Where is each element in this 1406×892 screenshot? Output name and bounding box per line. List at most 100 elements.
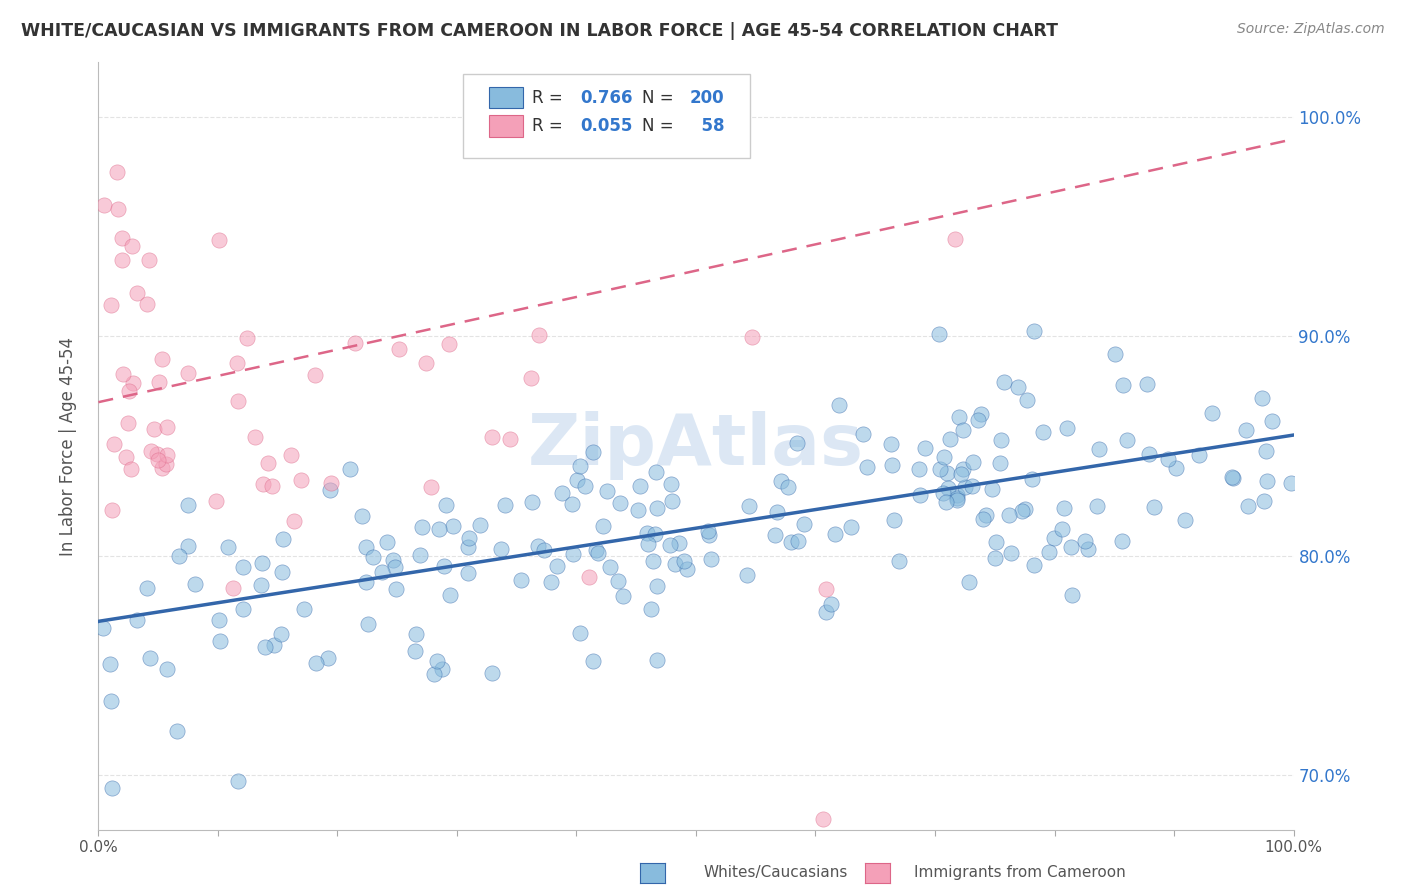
Point [371, 565, 394, 579]
Point [127, 285, 149, 300]
Point [1222, 471, 1244, 485]
Point [305, 656, 328, 670]
Point [1059, 541, 1081, 555]
Point [138, 253, 160, 268]
Point [1279, 475, 1302, 490]
Point [427, 522, 450, 536]
Point [91, 621, 114, 635]
Point [935, 467, 957, 481]
Point [735, 567, 758, 582]
Point [769, 474, 792, 488]
Point [520, 370, 543, 384]
Point [811, 812, 834, 826]
Point [263, 638, 285, 652]
Point [254, 640, 277, 654]
Point [647, 653, 669, 667]
Point [586, 546, 609, 560]
Point [339, 462, 361, 476]
Point [672, 554, 695, 568]
Point [932, 486, 955, 500]
Point [946, 491, 969, 505]
Point [222, 581, 245, 595]
Point [114, 450, 136, 464]
Point [658, 538, 681, 552]
Point [1137, 447, 1160, 461]
Point [952, 461, 974, 475]
Point [786, 435, 808, 450]
Point [1166, 460, 1188, 475]
Point [166, 723, 188, 738]
Point [110, 231, 132, 245]
Point [659, 476, 682, 491]
Point [350, 509, 373, 524]
Point [952, 423, 974, 437]
Point [969, 407, 991, 421]
Point [411, 519, 433, 533]
Text: 0.766: 0.766 [581, 88, 633, 107]
Point [993, 376, 1015, 390]
Point [494, 498, 516, 512]
Point [661, 494, 683, 508]
Point [142, 422, 165, 436]
Point [910, 488, 932, 502]
Point [434, 498, 457, 512]
Text: N =: N = [643, 117, 679, 135]
Point [385, 582, 408, 596]
Point [820, 597, 842, 611]
Point [217, 541, 239, 555]
Point [696, 524, 718, 539]
Point [177, 499, 200, 513]
Point [645, 501, 668, 516]
Text: Source: ZipAtlas.com: Source: ZipAtlas.com [1237, 22, 1385, 37]
Point [974, 508, 997, 523]
Point [569, 626, 592, 640]
Point [387, 342, 409, 356]
Point [1011, 504, 1033, 518]
Point [932, 450, 955, 464]
Point [967, 413, 990, 427]
Point [1201, 406, 1223, 420]
Point [1250, 391, 1272, 405]
Point [139, 651, 162, 665]
Point [1074, 534, 1097, 549]
Point [1188, 448, 1211, 462]
Point [245, 429, 267, 443]
Point [574, 479, 596, 493]
Point [100, 298, 122, 312]
Point [156, 448, 179, 462]
Point [1050, 523, 1073, 537]
Point [883, 513, 905, 527]
Point [375, 534, 398, 549]
Point [510, 573, 533, 587]
Point [935, 495, 957, 509]
Point [231, 560, 253, 574]
Point [101, 502, 124, 516]
Point [592, 518, 614, 533]
Point [111, 252, 134, 267]
Point [100, 694, 122, 708]
Point [439, 588, 461, 602]
Point [582, 445, 605, 459]
Point [207, 613, 229, 627]
Point [839, 520, 862, 534]
Point [257, 456, 280, 470]
Point [1021, 472, 1043, 486]
Point [943, 232, 966, 246]
Point [441, 519, 464, 533]
Point [1032, 425, 1054, 440]
Point [381, 553, 404, 567]
Point [384, 560, 406, 574]
Point [169, 549, 191, 564]
Point [316, 651, 339, 665]
Point [409, 548, 432, 562]
Point [522, 495, 544, 509]
Point [225, 356, 247, 370]
Point [1112, 378, 1135, 392]
Point [1256, 474, 1278, 488]
Point [150, 352, 173, 367]
Point [581, 654, 603, 668]
Point [1157, 452, 1180, 467]
Point [998, 508, 1021, 522]
Point [668, 536, 690, 550]
Point [177, 540, 200, 554]
